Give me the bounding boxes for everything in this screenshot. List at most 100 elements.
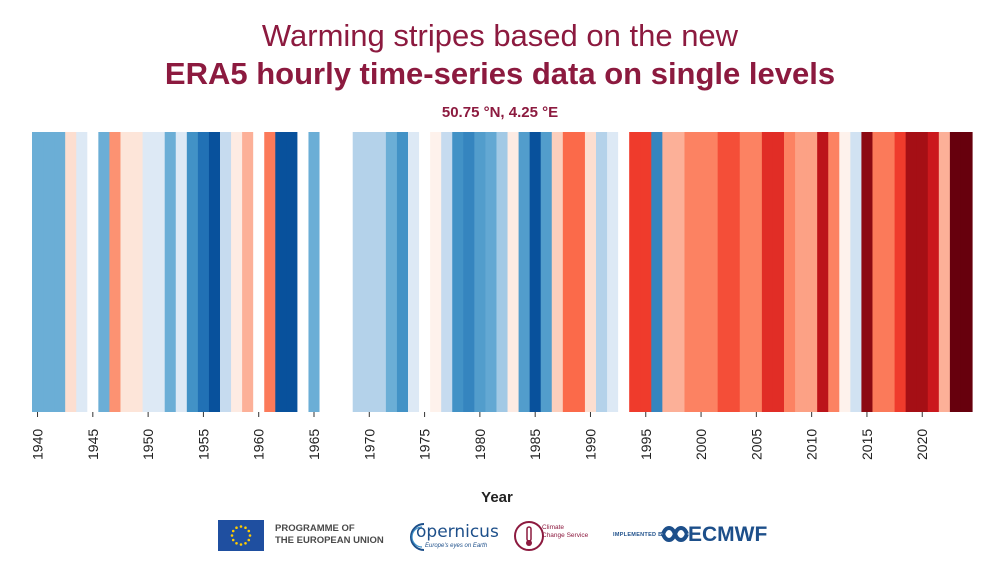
stripe-1964 <box>297 132 310 412</box>
stripe-1998 <box>673 132 686 412</box>
stripe-1941 <box>43 132 55 412</box>
x-tick-label: 2005 <box>748 429 764 460</box>
stripe-1997 <box>662 132 675 412</box>
stripe-1991 <box>596 132 608 412</box>
copernicus-tagline: Europe's eyes on Earth <box>425 543 488 549</box>
stripe-1973 <box>396 132 409 412</box>
c3s-text: Climate Change Service <box>542 524 602 540</box>
stripe-1957 <box>220 132 232 412</box>
c3s-text-line-1: Climate <box>542 524 565 531</box>
stripe-2002 <box>717 132 730 412</box>
x-tick-label: 1940 <box>30 429 46 460</box>
stripe-1967 <box>330 132 343 412</box>
stripe-1943 <box>65 132 77 412</box>
climate-change-service-logo-icon <box>514 521 544 551</box>
stripe-1959 <box>242 132 254 412</box>
chart-title-line-1: Warming stripes based on the new <box>261 18 739 53</box>
eu-star-icon <box>247 538 251 542</box>
stripe-2016 <box>872 132 885 412</box>
stripe-1976 <box>430 132 442 412</box>
stripe-1975 <box>419 132 431 412</box>
copernicus-wordmark: opernicus <box>416 522 499 542</box>
x-tick-label: 2010 <box>804 429 820 460</box>
stripe-1955 <box>197 132 210 412</box>
x-tick-label: 1970 <box>361 429 377 460</box>
stripe-1968 <box>341 132 354 412</box>
stripe-1940 <box>32 132 44 412</box>
ecmwf-logo-icon <box>661 526 689 542</box>
eu-star-icon <box>231 538 235 542</box>
stripe-2018 <box>894 132 907 412</box>
x-axis-ticks: 1940 1945 1950 1955 1960 1965 1970 1975 1980 1985… <box>30 412 930 460</box>
x-tick-label: 1975 <box>417 429 433 460</box>
stripe-1962 <box>275 132 287 412</box>
chart-title-line-2: ERA5 hourly time-series data on single l… <box>164 56 836 91</box>
stripe-1956 <box>208 132 221 412</box>
stripe-1996 <box>651 132 663 412</box>
stripe-2014 <box>850 132 863 412</box>
stripe-2022 <box>938 132 951 412</box>
stripe-1963 <box>286 132 299 412</box>
stripe-1987 <box>551 132 564 412</box>
eu-text-line-1: PROGRAMME OF <box>275 523 355 534</box>
x-tick-label: 2015 <box>859 429 875 460</box>
x-tick-label: 1980 <box>472 429 488 460</box>
stripe-1990 <box>584 132 597 412</box>
stripe-1969 <box>352 132 365 412</box>
stripe-1980 <box>474 132 487 412</box>
chart-subtitle-coordinates: 50.75 °N, 4.25 °E <box>441 104 559 121</box>
stripe-1942 <box>54 132 66 412</box>
stripe-2024 <box>960 132 973 412</box>
warming-stripes-chart: 1940 1945 1950 1955 1960 1965 1970 1975 1980 1985… <box>30 132 973 506</box>
stripe-1952 <box>164 132 177 412</box>
stripe-1995 <box>640 132 652 412</box>
x-tick-label: 1955 <box>195 429 211 460</box>
stripe-2003 <box>728 132 741 412</box>
x-tick-label: 1965 <box>306 429 322 460</box>
stripe-2007 <box>772 132 785 412</box>
stripe-1949 <box>131 132 144 412</box>
stripe-2004 <box>739 132 752 412</box>
stripe-1972 <box>385 132 398 412</box>
stripe-2017 <box>883 132 896 412</box>
stripe-1945 <box>87 132 99 412</box>
stripe-2019 <box>905 132 918 412</box>
stripe-1961 <box>264 132 276 412</box>
stripe-1960 <box>253 132 265 412</box>
stripe-2005 <box>750 132 763 412</box>
stripe-1965 <box>308 132 321 412</box>
x-tick-label: 1960 <box>251 429 267 460</box>
stripe-1958 <box>231 132 243 412</box>
stripe-1951 <box>153 132 166 412</box>
stripe-1971 <box>374 132 387 412</box>
stripe-2001 <box>706 132 719 412</box>
x-tick-label: 1950 <box>140 429 156 460</box>
eu-flag-icon <box>218 520 264 551</box>
stripe-2013 <box>839 132 851 412</box>
stripe-1953 <box>175 132 188 412</box>
eu-star-icon <box>244 541 247 545</box>
stripe-1978 <box>452 132 464 412</box>
ecmwf-wordmark: ECMWF <box>688 523 768 546</box>
stripe-1974 <box>408 132 420 412</box>
copernicus-logo-icon <box>410 523 425 551</box>
stripe-1981 <box>485 132 498 412</box>
x-tick-label: 1990 <box>582 429 598 460</box>
stripe-1947 <box>109 132 122 412</box>
footer-logos: PROGRAMME OF THE EUROPEAN UNION opernicu… <box>0 510 1000 560</box>
eu-star-icon <box>231 529 235 533</box>
x-tick-label: 1995 <box>638 429 654 460</box>
stripe-1950 <box>142 132 155 412</box>
stripe-1986 <box>540 132 553 412</box>
stripe-1948 <box>120 132 133 412</box>
stripes-group <box>32 132 973 412</box>
stripe-2000 <box>695 132 708 412</box>
eu-star-icon <box>248 534 252 537</box>
x-tick-label: 1945 <box>85 429 101 460</box>
eu-text-line-2: THE EUROPEAN UNION <box>275 535 384 546</box>
stripe-1954 <box>186 132 199 412</box>
stripe-2020 <box>916 132 929 412</box>
stripe-2006 <box>761 132 774 412</box>
stripe-1946 <box>98 132 111 412</box>
eu-star-icon <box>230 534 234 537</box>
